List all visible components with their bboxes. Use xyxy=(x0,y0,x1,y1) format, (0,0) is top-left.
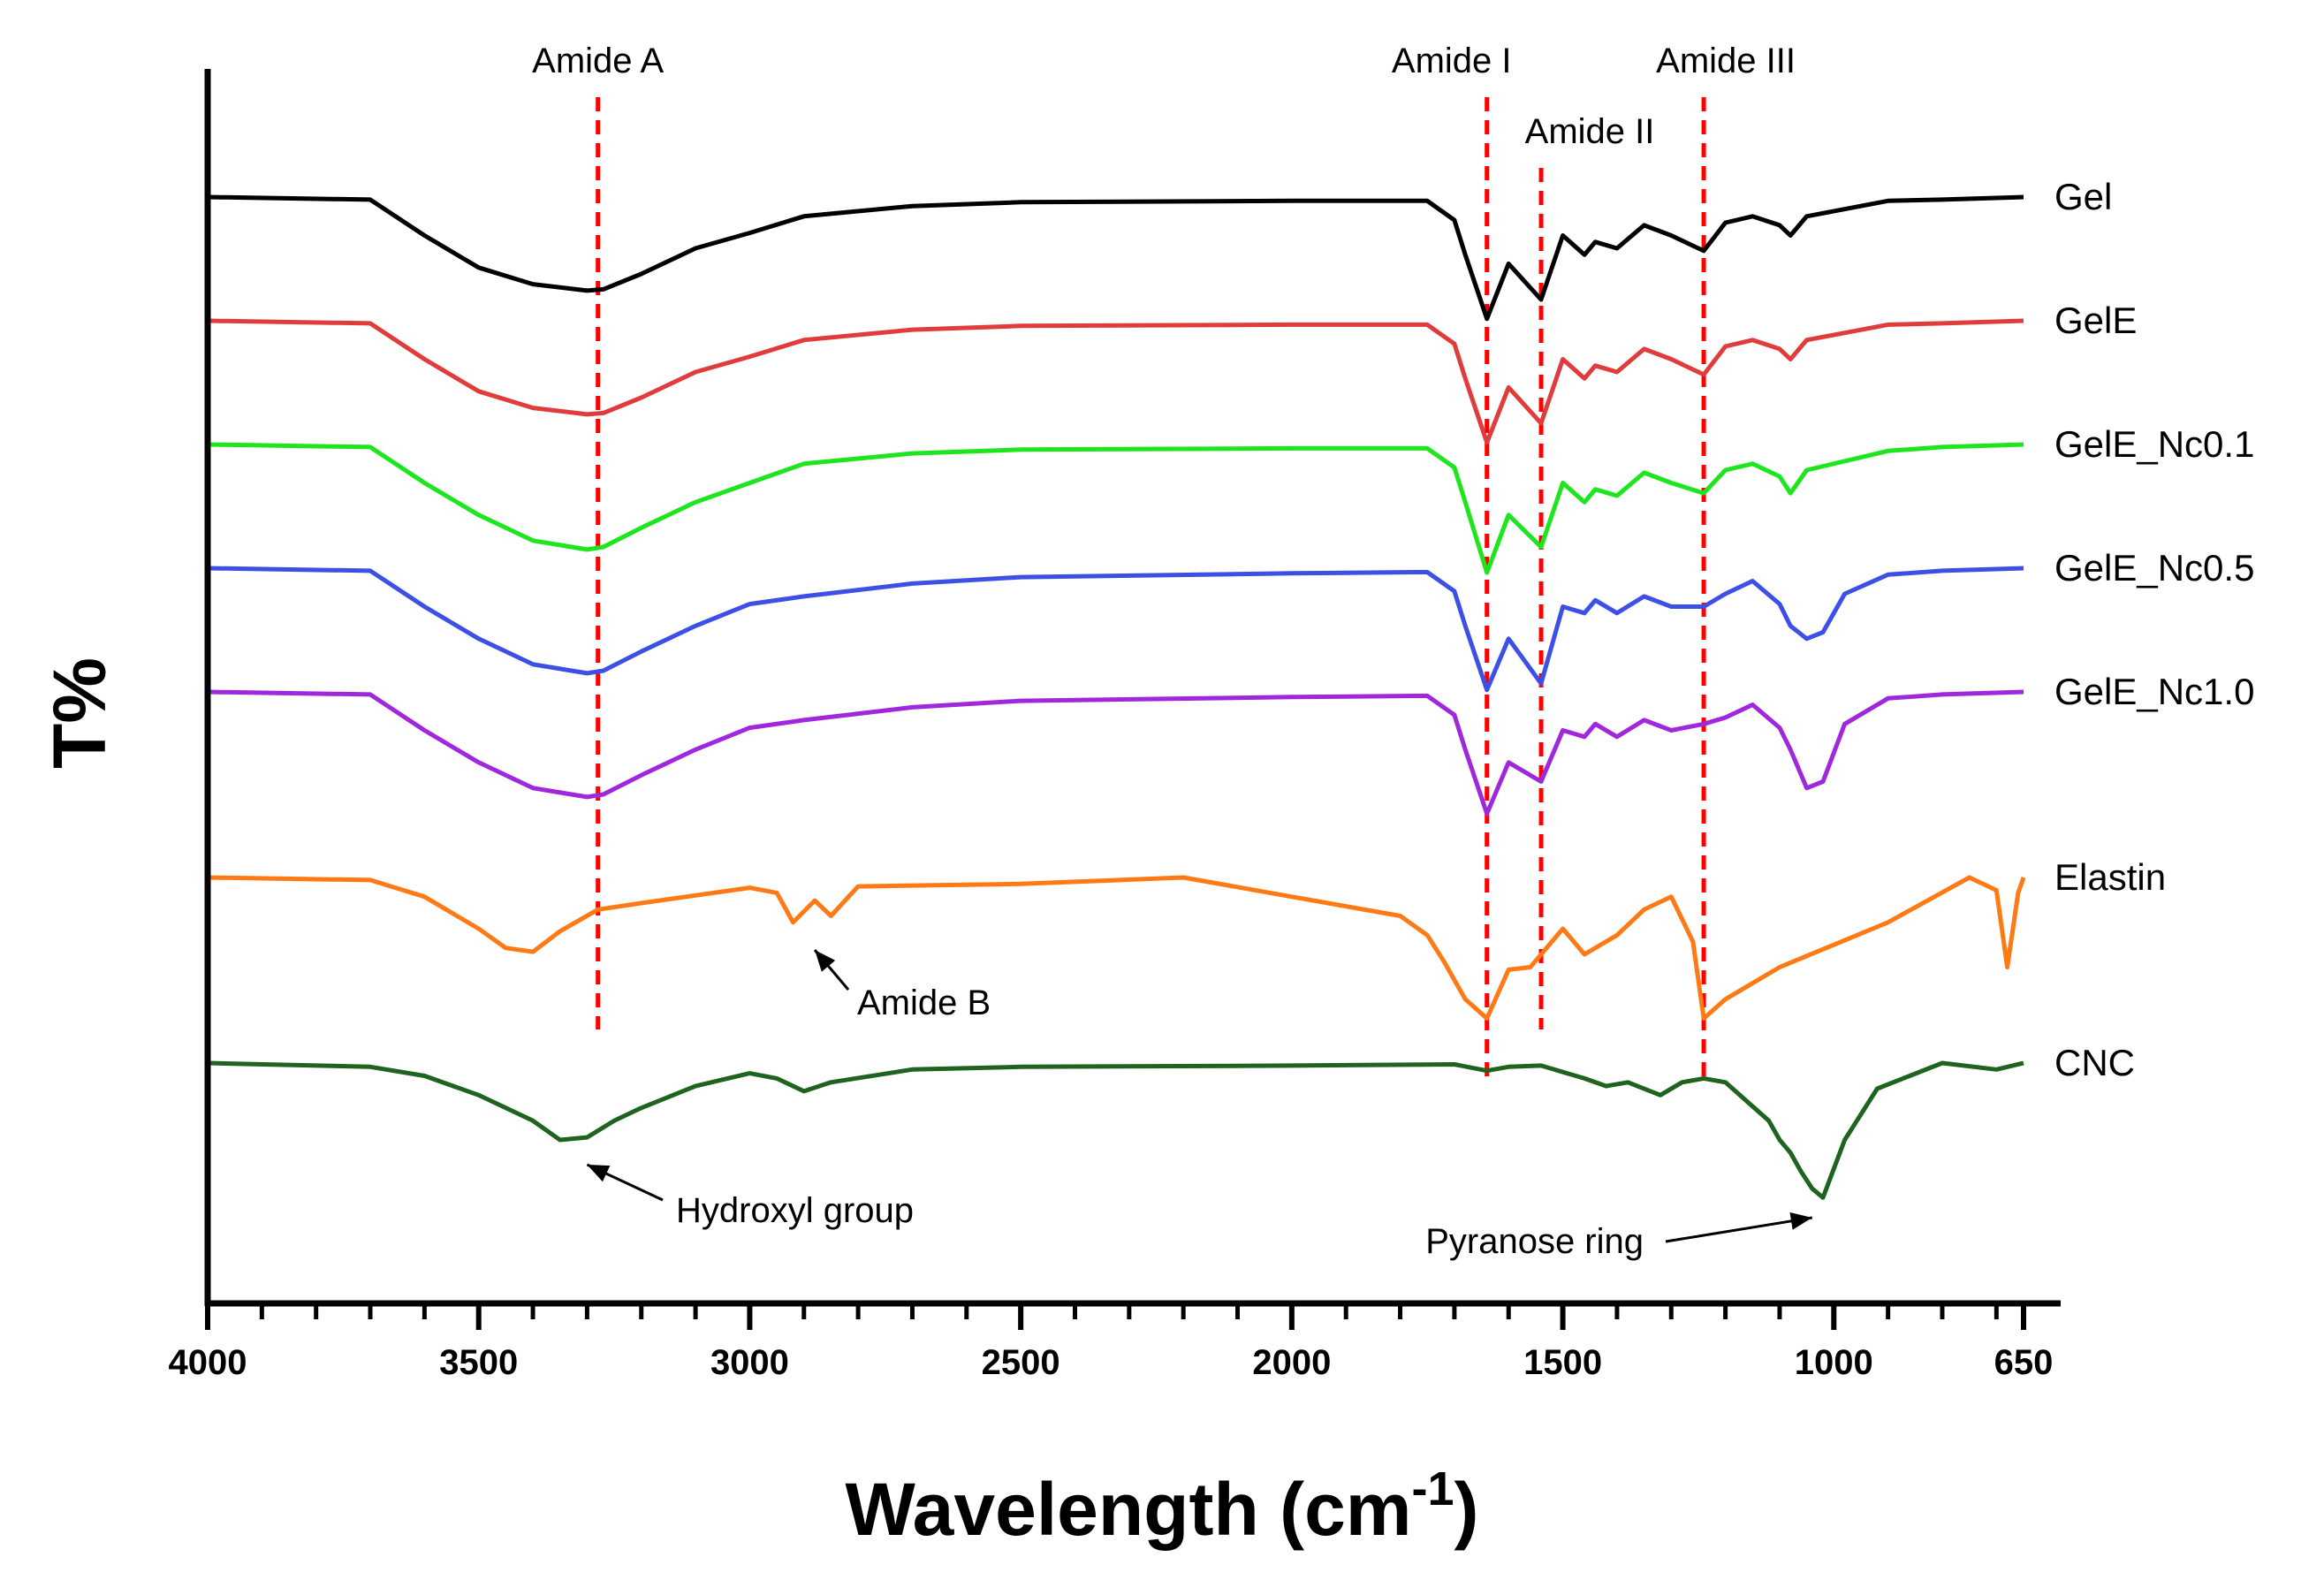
amide-b-annotation-text: Amide B xyxy=(857,984,991,1022)
series-label-gele-nc0-5: GelE_Nc0.5 xyxy=(2054,547,2254,589)
x-tick-label: 1500 xyxy=(1523,1343,1602,1382)
pyranose-annotation-arrow-head xyxy=(1789,1211,1812,1230)
hydroxyl-annotation-text: Hydroxyl group xyxy=(676,1191,914,1230)
series-labels: Gel GelE GelE_Nc0.1 GelE_Nc0.5 GelE_Nc1.0 Ela… xyxy=(2054,176,2254,1083)
pyranose-annotation: Pyranose ring xyxy=(1425,1211,1813,1261)
series-label-gele-nc0-1: GelE_Nc0.1 xyxy=(2054,423,2254,465)
hydroxyl-annotation-arrow-head xyxy=(587,1165,611,1182)
series-line-gele xyxy=(207,318,2024,445)
series-line-gele-nc0-5 xyxy=(207,566,2024,693)
series-label-gele: GelE xyxy=(2054,300,2137,341)
amide-iii-line-label: Amide III xyxy=(1656,42,1796,80)
x-tick-label: 3000 xyxy=(710,1343,789,1382)
series-line-elastin xyxy=(207,875,2026,1021)
x-axis-label-exponent: -1 xyxy=(1411,1462,1454,1515)
x-tick-label: 4000 xyxy=(169,1343,247,1382)
annotations: Amide B Hydroxyl group Pyranose ring xyxy=(586,949,1813,1261)
series-label-gele-nc1-0: GelE_Nc1.0 xyxy=(2054,671,2254,712)
x-tick-label: 3500 xyxy=(439,1343,518,1382)
series-line-cnc xyxy=(207,1060,2024,1200)
amide-i-line-label: Amide I xyxy=(1392,42,1512,80)
series-label-cnc: CNC xyxy=(2054,1042,2135,1083)
pyranose-annotation-text: Pyranose ring xyxy=(1425,1222,1644,1261)
amide-a-line-label: Amide A xyxy=(532,42,664,80)
series-line-gel xyxy=(207,194,2024,322)
x-axis-label: Wavelength (cm-1) xyxy=(0,1462,2324,1553)
amide-b-annotation-arrow-head xyxy=(815,950,836,972)
series-lines xyxy=(207,194,2026,1200)
x-tick-label: 650 xyxy=(1994,1343,2054,1382)
axes: 4000 3500 3000 2500 2000 1500 1000 650 xyxy=(169,69,2061,1382)
x-axis-label-close: ) xyxy=(1454,1468,1479,1551)
amide-b-annotation: Amide B xyxy=(813,949,991,1022)
pyranose-annotation-arrow-line xyxy=(1665,1216,1813,1243)
x-tick-label: 1000 xyxy=(1795,1343,1873,1382)
series-line-gele-nc1-0 xyxy=(207,689,2024,816)
series-label-elastin: Elastin xyxy=(2054,856,2166,898)
x-tick-label: 2500 xyxy=(982,1343,1060,1382)
series-label-gel: Gel xyxy=(2054,176,2112,217)
series-line-gele-nc0-1 xyxy=(207,442,2024,575)
amide-ii-line-label: Amide II xyxy=(1525,112,1655,151)
x-axis-label-main: Wavelength (cm xyxy=(845,1468,1412,1551)
y-axis-label: T% xyxy=(38,657,121,769)
hydroxyl-annotation: Hydroxyl group xyxy=(586,1163,914,1230)
x-tick-label: 2000 xyxy=(1252,1343,1331,1382)
